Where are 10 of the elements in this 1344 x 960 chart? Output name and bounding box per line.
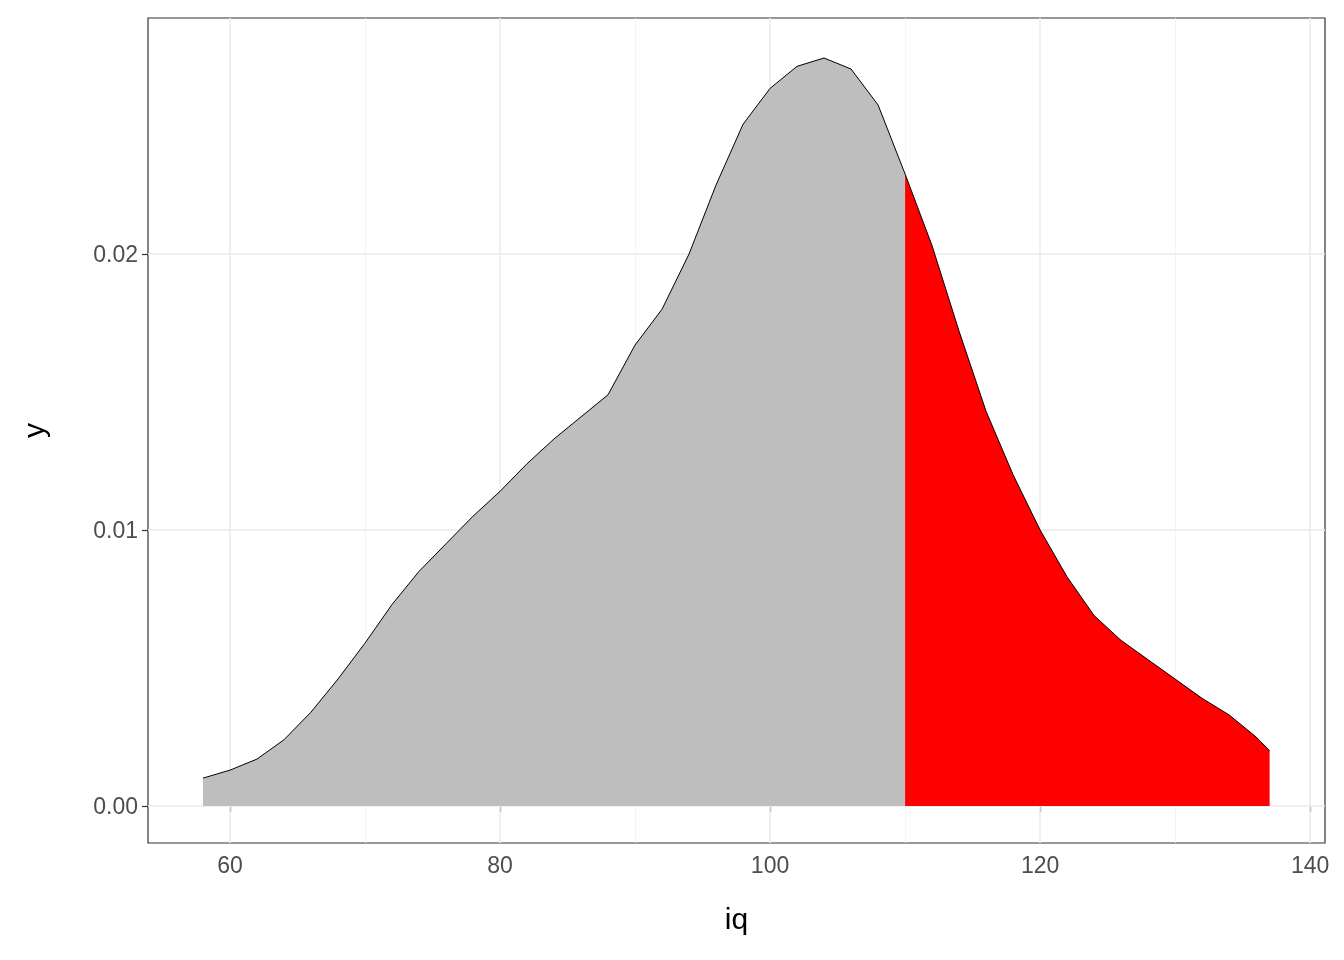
y-tick-label: 0.02 bbox=[93, 240, 138, 267]
x-tick-label: 120 bbox=[1020, 851, 1060, 878]
y-tick-label: 0.00 bbox=[93, 793, 138, 820]
x-axis-title: iq bbox=[724, 901, 749, 935]
y-axis-title: y bbox=[16, 423, 50, 438]
x-tick-label: 140 bbox=[1290, 851, 1330, 878]
x-tick-label: 100 bbox=[750, 851, 790, 878]
x-tick-label: 60 bbox=[217, 851, 243, 878]
x-tick-label: 80 bbox=[487, 851, 513, 878]
y-tick-label: 0.01 bbox=[93, 517, 138, 543]
